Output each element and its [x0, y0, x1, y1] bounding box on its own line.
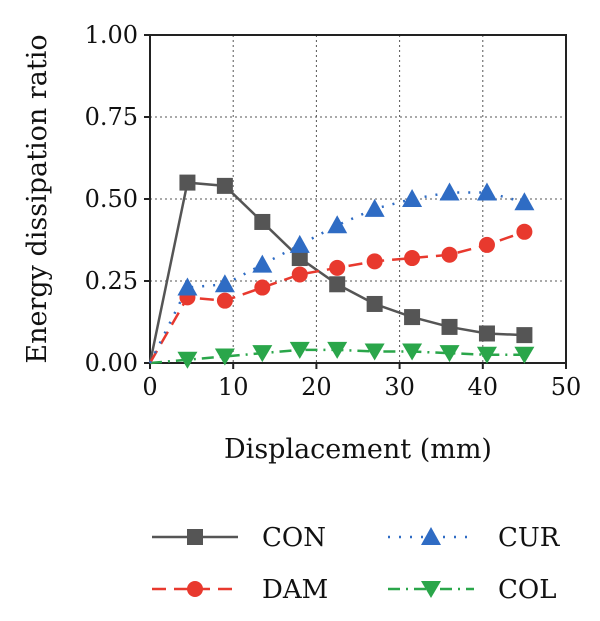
grid — [150, 35, 566, 363]
data-point-con — [366, 295, 383, 312]
data-point-con — [404, 309, 421, 326]
legend-item-dam: DAM — [152, 575, 328, 605]
data-point-con — [478, 325, 495, 342]
legend-item-col: COL — [388, 575, 556, 605]
legend: CON CUR DAM COL — [152, 523, 561, 605]
data-point-col — [289, 341, 310, 359]
y-tick-label: 0.00 — [85, 349, 138, 377]
data-point-dam — [291, 266, 308, 283]
data-point-dam — [441, 246, 458, 263]
data-point-dam — [329, 259, 346, 276]
data-point-dam — [404, 250, 421, 267]
x-axis-label: Displacement (mm) — [224, 434, 492, 465]
legend-marker-cur — [421, 527, 441, 545]
data-point-cur — [402, 189, 423, 207]
data-point-cur — [439, 182, 460, 201]
legend-marker-con — [187, 529, 203, 545]
data-point-con — [329, 276, 346, 293]
data-point-dam — [366, 253, 383, 270]
y-tick-label: 0.50 — [85, 185, 138, 213]
data-point-col — [252, 345, 273, 363]
x-tick-label: 10 — [218, 373, 249, 401]
data-point-con — [516, 327, 533, 344]
data-point-cur — [327, 215, 348, 234]
legend-label-dam: DAM — [262, 575, 328, 605]
data-point-con — [441, 318, 458, 335]
data-point-cur — [214, 274, 235, 293]
data-point-col — [439, 345, 460, 363]
series-col — [149, 341, 535, 369]
data-point-cur — [289, 234, 310, 253]
data-point-cur — [177, 277, 198, 296]
x-tick-label: 50 — [551, 373, 582, 401]
legend-marker-col — [421, 581, 441, 598]
data-point-cur — [252, 254, 273, 273]
data-point-col — [514, 346, 535, 364]
series-cur — [148, 182, 535, 364]
data-point-cur — [514, 192, 535, 211]
data-point-col — [177, 351, 198, 369]
data-point-cur — [364, 198, 385, 217]
series-con — [148, 174, 533, 364]
data-point-col — [364, 343, 385, 361]
data-point-cur — [476, 182, 497, 201]
data-point-con — [291, 250, 308, 267]
legend-marker-dam — [187, 581, 203, 597]
y-tick-label: 1.00 — [85, 21, 138, 49]
y-axis-label: Energy dissipation ratio — [22, 34, 53, 363]
data-point-col — [214, 348, 235, 366]
data-point-col — [476, 346, 497, 364]
series-group — [148, 174, 535, 369]
data-point-dam — [254, 279, 271, 296]
data-point-col — [327, 341, 348, 359]
x-tick-label: 40 — [468, 373, 499, 401]
y-tick-label: 0.75 — [85, 103, 138, 131]
legend-label-col: COL — [498, 575, 556, 605]
x-tick-label: 20 — [301, 373, 332, 401]
data-point-dam — [216, 292, 233, 309]
data-point-dam — [516, 223, 533, 240]
data-point-con — [254, 213, 271, 230]
data-point-col — [402, 343, 423, 361]
x-tick-label: 0 — [142, 373, 157, 401]
data-point-con — [179, 174, 196, 191]
plot-frame — [149, 34, 567, 364]
series-dam — [148, 223, 533, 364]
legend-item-con: CON — [152, 523, 326, 553]
data-point-con — [216, 177, 233, 194]
x-tick-label: 30 — [384, 373, 415, 401]
data-point-dam — [478, 236, 495, 253]
legend-label-con: CON — [262, 523, 326, 553]
y-tick-label: 0.25 — [85, 267, 138, 295]
legend-label-cur: CUR — [498, 523, 561, 553]
legend-item-cur: CUR — [388, 523, 561, 553]
axis-ticks: 0 10 20 30 40 50 0.00 0.25 0.50 0.75 1.00 — [85, 21, 582, 401]
